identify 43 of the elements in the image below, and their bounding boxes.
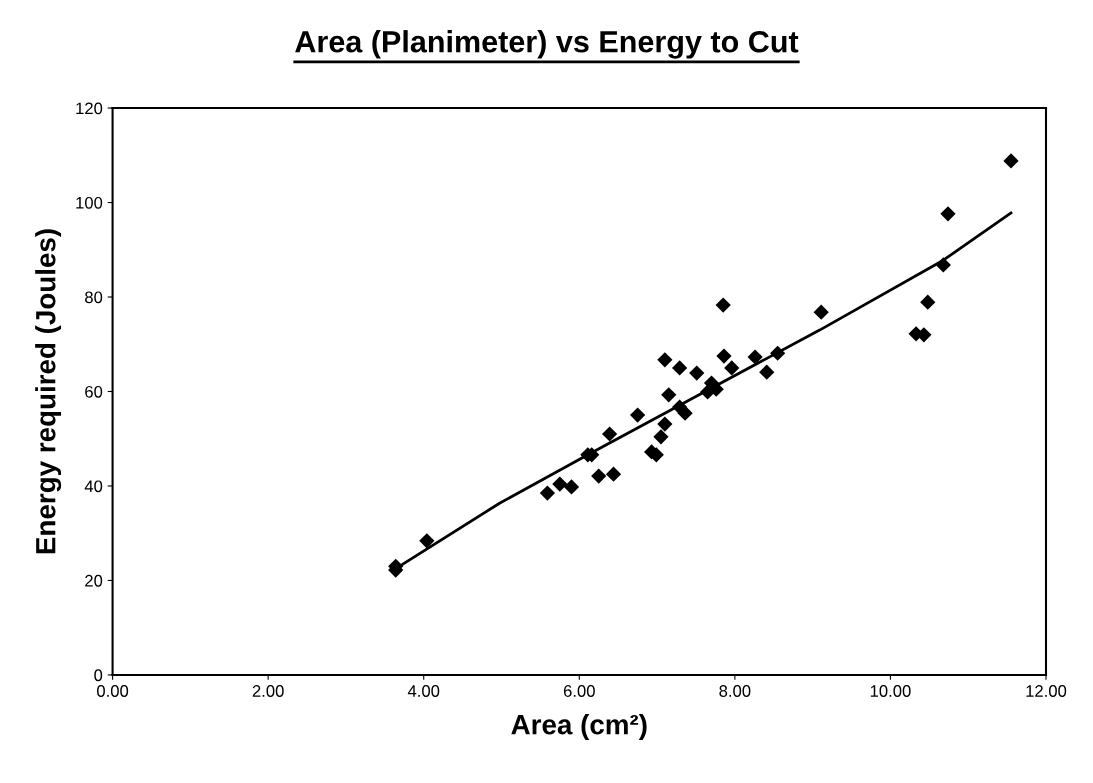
x-tick-label: 12.00 — [1026, 685, 1067, 697]
point — [724, 360, 740, 376]
x-tick-label: 8.00 — [719, 685, 751, 697]
y-tick-label: 80 — [85, 291, 103, 304]
point — [677, 405, 693, 421]
point — [715, 297, 731, 313]
point — [653, 429, 669, 445]
y-tick-label: 60 — [85, 385, 103, 398]
x-tick-label: 2.00 — [252, 685, 284, 697]
point — [770, 345, 786, 361]
point — [602, 426, 618, 442]
point — [940, 206, 956, 222]
x-tick-label: 6.00 — [563, 685, 595, 697]
point — [539, 485, 556, 501]
point — [813, 304, 829, 320]
y-tick-label: 100 — [76, 196, 103, 209]
x-tick-label: 0.00 — [97, 685, 129, 697]
y-tick-label: 20 — [85, 574, 103, 587]
point — [605, 466, 622, 482]
point — [920, 294, 936, 310]
point — [661, 387, 677, 403]
point — [657, 352, 673, 368]
y-tick-label: 120 — [76, 102, 103, 115]
y-tick-label: 0 — [94, 669, 103, 682]
x-tick-label: 10.00 — [870, 685, 911, 697]
y-tick-label: 40 — [84, 480, 103, 493]
point — [716, 348, 732, 364]
chart-title: Area (Planimeter) vs Energy to Cut — [295, 30, 799, 59]
point — [552, 476, 568, 492]
point — [747, 349, 763, 365]
point — [759, 364, 775, 380]
point — [419, 533, 435, 549]
point — [591, 468, 607, 484]
x-tick-label: 4.00 — [407, 685, 440, 697]
point — [563, 479, 580, 495]
x-axis-title: Area (cm²) — [511, 714, 647, 740]
y-axis-title: Energy required (Joules) — [35, 229, 62, 554]
point — [1003, 153, 1019, 169]
point — [657, 416, 673, 432]
point — [935, 257, 951, 273]
point — [672, 360, 688, 376]
point — [689, 365, 705, 381]
point — [630, 407, 646, 423]
